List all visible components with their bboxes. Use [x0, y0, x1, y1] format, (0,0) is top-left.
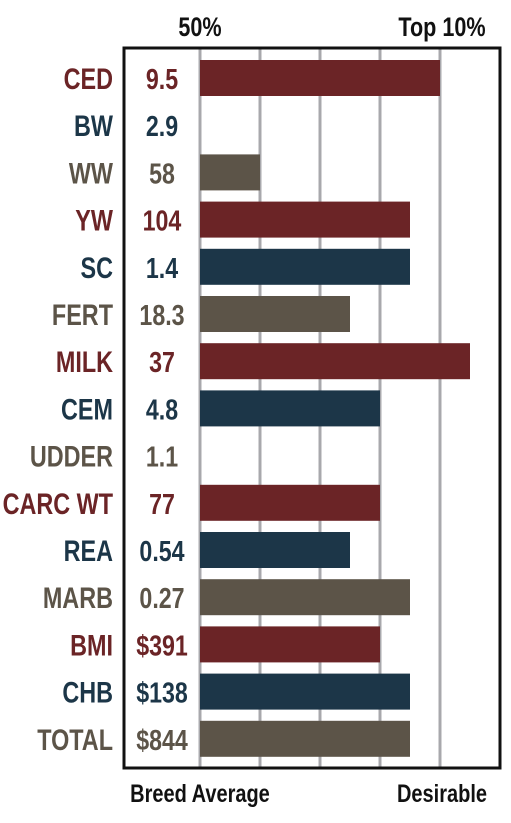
trait-label: BMI [70, 629, 113, 662]
value-label: 4.8 [146, 393, 178, 426]
trait-label: MARB [43, 581, 113, 614]
value-label: 0.54 [139, 534, 184, 567]
bar-bmi [200, 626, 380, 663]
value-label: $844 [136, 723, 188, 756]
bottom-label-desirable: Desirable [397, 780, 487, 808]
bottom-label-breed-average: Breed Average [130, 780, 270, 808]
trait-label: UDDER [30, 440, 113, 473]
value-label: 1.1 [146, 440, 178, 473]
bar-rea [200, 532, 350, 568]
value-label: 2.9 [146, 110, 178, 143]
trait-label: MILK [56, 345, 114, 378]
value-label: 77 [149, 487, 175, 520]
bar-ww [200, 154, 260, 191]
value-label: 18.3 [139, 298, 184, 331]
trait-label: TOTAL [37, 723, 113, 756]
bar-sc [200, 248, 410, 285]
value-label: $138 [136, 676, 188, 709]
trait-label: SC [81, 251, 113, 284]
trait-label: CHB [62, 676, 113, 709]
top-label-50-percent: 50% [178, 13, 221, 43]
value-label: $391 [136, 629, 188, 662]
trait-label: WW [69, 157, 114, 190]
top-label-top-10-percent: Top 10% [398, 13, 485, 43]
bar-total [200, 720, 410, 757]
value-label: 37 [149, 346, 175, 379]
bar-carc-wt [200, 484, 380, 521]
trait-label: CED [64, 62, 113, 95]
trait-label: BW [74, 109, 114, 142]
bar-yw [200, 201, 410, 238]
value-label: 0.27 [139, 582, 184, 615]
chart-frame [122, 46, 502, 770]
value-label: 9.5 [146, 62, 178, 95]
value-label: 104 [143, 204, 182, 237]
bar-chb [200, 673, 410, 710]
trait-label: YW [75, 204, 113, 237]
bar-ced [200, 60, 440, 96]
value-label: 1.4 [146, 251, 179, 284]
bar-marb [200, 579, 410, 616]
value-label: 58 [149, 157, 175, 190]
trait-label: FERT [52, 298, 114, 331]
bar-fert [200, 296, 350, 332]
trait-label: REA [64, 534, 113, 567]
bar-milk [200, 343, 470, 380]
trait-label: CEM [61, 393, 113, 426]
bar-cem [200, 390, 380, 427]
trait-label: CARC WT [3, 487, 114, 520]
